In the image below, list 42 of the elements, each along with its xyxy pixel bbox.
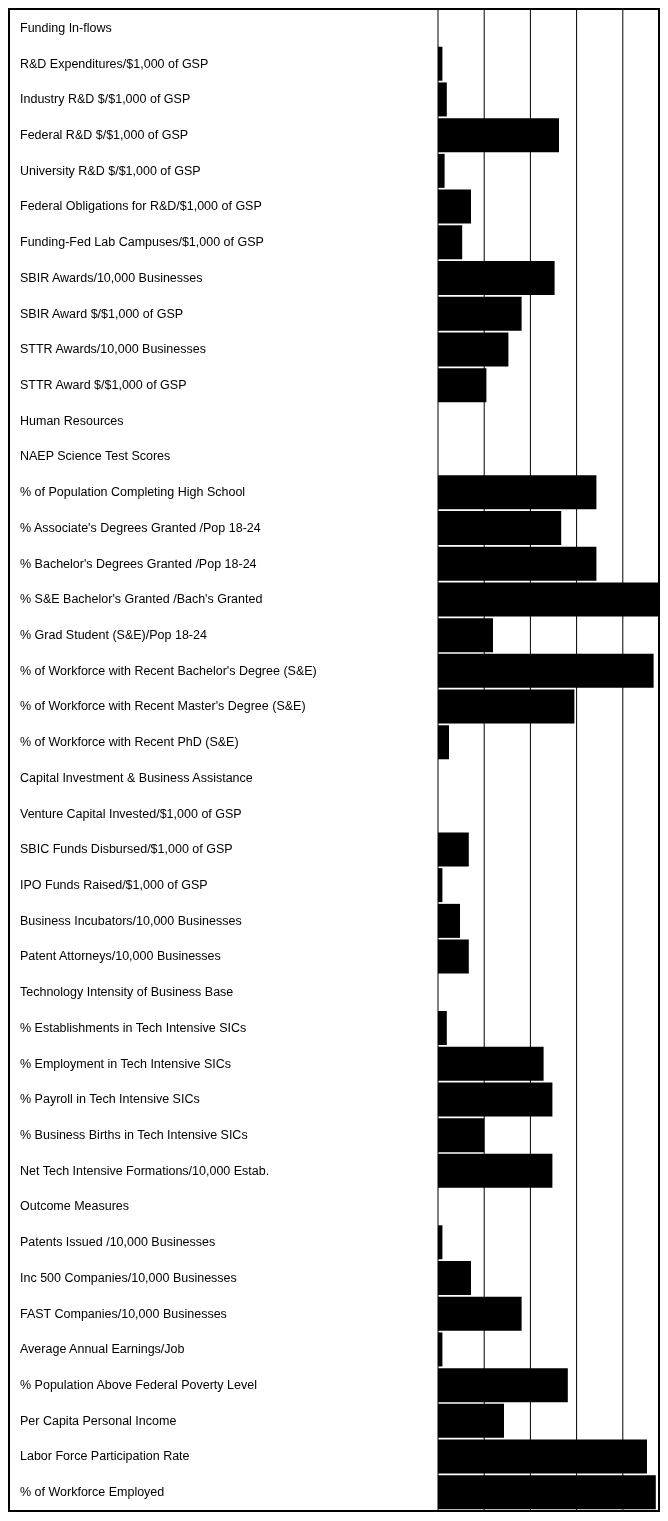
y-tick-label: SBIR Award $/$1,000 of GSP	[20, 306, 184, 321]
y-tick-label: SBIR Awards/10,000 Businesses	[20, 270, 203, 285]
y-tick-label: % of Workforce with Recent Bachelor's Degree (S&E)	[20, 663, 317, 678]
y-tick-label: IPO Funds Raised/$1,000 of GSP	[20, 878, 208, 892]
y-tick-label: Business Incubators/10,000 Businesses	[20, 913, 242, 928]
y-tick-label: University R&D $/$1,000 of GSP	[20, 163, 201, 178]
y-tick-label: % of Workforce with Recent PhD (S&E)	[20, 735, 239, 750]
y-tick-label: % Employment in Tech Intensive SICs	[20, 1056, 231, 1071]
y-tick-label: SBIC Funds Disbursed/$1,000 of GSP	[20, 842, 233, 857]
y-tick-label: Average Annual Earnings/Job	[20, 1342, 185, 1357]
y-tick-label: % S&E Bachelor's Granted /Bach's Granted	[20, 592, 263, 607]
y-tick-label: Per Capita Personal Income	[20, 1413, 177, 1428]
y-tick-label: Industry R&D $/$1,000 of GSP	[20, 92, 191, 107]
y-tick-label: % of Workforce Employed	[20, 1485, 165, 1500]
y-tick-label: % Payroll in Tech Intensive SICs	[20, 1092, 200, 1107]
y-tick-label: Outcome Measures	[20, 1199, 130, 1214]
y-tick-label: % Business Births in Tech Intensive SICs	[20, 1128, 248, 1142]
y-tick-label: % of Workforce with Recent Master's Degree (S&E)	[20, 699, 306, 714]
y-tick-label: STTR Awards/10,000 Businesses	[20, 342, 206, 357]
y-tick-label: Capital Investment & Business Assistance	[20, 770, 253, 785]
y-tick-label: STTR Award $/$1,000 of GSP	[20, 378, 187, 392]
y-tick-label: % Population Above Federal Poverty Level	[20, 1378, 257, 1392]
y-tick-label: Labor Force Participation Rate	[20, 1449, 190, 1464]
y-tick-label: Technology Intensity of Business Base	[20, 985, 234, 1000]
y-tick-label: Federal R&D $/$1,000 of GSP	[20, 128, 189, 142]
y-tick-label: NAEP Science Test Scores	[20, 449, 171, 464]
y-tick-label: Net Tech Intensive Formations/10,000 Estab.	[20, 1163, 270, 1178]
y-tick-label: Patent Attorneys/10,000 Businesses	[20, 949, 221, 964]
y-tick-label: % Associate's Degrees Granted /Pop 18-24	[20, 520, 261, 535]
y-tick-label: % Grad Student (S&E)/Pop 18-24	[20, 628, 207, 642]
y-tick-label: % Establishments in Tech Intensive SICs	[20, 1020, 247, 1035]
y-tick-label: Venture Capital Invested/$1,000 of GSP	[20, 806, 242, 821]
y-tick-label: FAST Companies/10,000 Businesses	[20, 1306, 227, 1321]
y-tick-label: Human Resources	[20, 413, 124, 428]
y-tick-label: % Bachelor's Degrees Granted /Pop 18-24	[20, 556, 257, 571]
y-tick-label: % of Population Completing High School	[20, 485, 246, 500]
y-tick-label: Funding In-flows	[20, 20, 112, 35]
y-tick-label: Patents Issued /10,000 Businesses	[20, 1235, 216, 1250]
y-tick-label: Funding-Fed Lab Campuses/$1,000 of GSP	[20, 235, 264, 250]
y-tick-label: Federal Obligations for R&D/$1,000 of GSP	[20, 199, 262, 214]
y-tick-label: Inc 500 Companies/10,000 Businesses	[20, 1270, 237, 1285]
y-tick-label: R&D Expenditures/$1,000 of GSP	[20, 56, 209, 71]
